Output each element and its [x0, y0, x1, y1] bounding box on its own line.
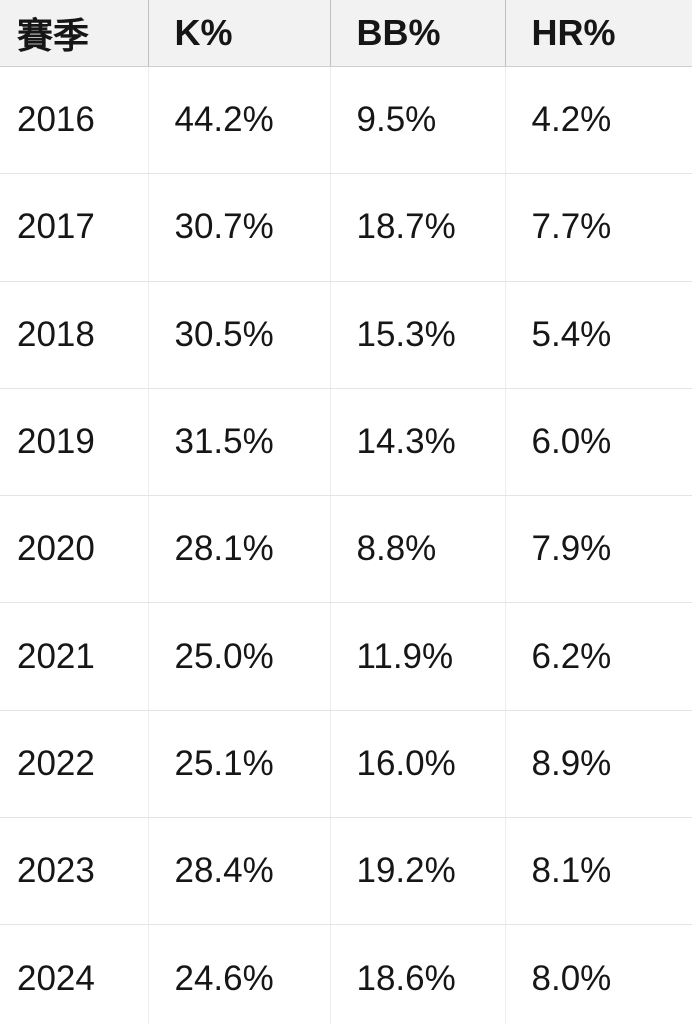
bb-pct-cell: 16.0% — [330, 710, 506, 819]
table-row: 2016 44.2% 9.5% 4.2% — [0, 66, 692, 175]
bb-pct-cell: 9.5% — [330, 66, 506, 175]
hr-pct-cell: 5.4% — [505, 281, 692, 389]
hr-pct-cell: 6.2% — [505, 602, 692, 711]
column-header-season: 賽季 — [0, 0, 149, 67]
column-header-bb-pct: BB% — [330, 0, 506, 67]
k-pct-cell: 30.7% — [148, 173, 331, 282]
table-row: 2022 25.1% 16.0% 8.9% — [0, 710, 692, 819]
k-pct-cell: 30.5% — [148, 281, 331, 389]
season-cell: 2018 — [0, 281, 149, 389]
table-body: 2016 44.2% 9.5% 4.2% 2017 30.7% 18.7% 7.… — [0, 66, 692, 1024]
season-cell: 2023 — [0, 817, 149, 926]
season-cell: 2016 — [0, 66, 149, 175]
k-pct-cell: 25.0% — [148, 602, 331, 711]
hr-pct-cell: 8.9% — [505, 710, 692, 819]
season-cell: 2019 — [0, 388, 149, 497]
k-pct-cell: 44.2% — [148, 66, 331, 175]
table-row: 2024 24.6% 18.6% 8.0% — [0, 924, 692, 1024]
bb-pct-cell: 11.9% — [330, 602, 506, 711]
bb-pct-cell: 19.2% — [330, 817, 506, 926]
hr-pct-cell: 7.7% — [505, 173, 692, 282]
table-row: 2017 30.7% 18.7% 7.7% — [0, 173, 692, 282]
bb-pct-cell: 14.3% — [330, 388, 506, 497]
hr-pct-cell: 6.0% — [505, 388, 692, 497]
bb-pct-cell: 18.7% — [330, 173, 506, 282]
column-header-hr-pct: HR% — [505, 0, 692, 67]
hr-pct-cell: 8.0% — [531, 958, 612, 998]
season-cell: 2017 — [0, 173, 149, 282]
header-row: 賽季 K% BB% HR% — [0, 0, 692, 67]
bb-pct-cell: 15.3% — [330, 281, 506, 389]
k-pct-cell: 28.4% — [148, 817, 331, 926]
hr-pct-cell: 8.1% — [505, 817, 692, 926]
table-row: 2020 28.1% 8.8% 7.9% — [0, 495, 692, 604]
k-pct-cell: 31.5% — [148, 388, 331, 497]
k-pct-cell: 25.1% — [148, 710, 331, 819]
hr-pct-cell: 4.2% — [505, 66, 692, 175]
season-cell: 2021 — [0, 602, 149, 711]
table-header: 賽季 K% BB% HR% — [0, 0, 692, 67]
table-row: 2021 25.0% 11.9% 6.2% — [0, 602, 692, 711]
k-pct-cell: 28.1% — [148, 495, 331, 604]
season-cell: 2020 — [0, 495, 149, 604]
table-row: 2019 31.5% 14.3% 6.0% — [0, 388, 692, 497]
k-pct-cell: 24.6% — [148, 924, 331, 1024]
column-header-k-pct: K% — [148, 0, 331, 67]
season-cell: 2022 — [0, 710, 149, 819]
hr-pct-cell: 7.9% — [505, 495, 692, 604]
bb-pct-cell: 8.8% — [330, 495, 506, 604]
table-row: 2018 30.5% 15.3% 5.4% — [0, 281, 692, 389]
bb-pct-cell: 18.6% — [330, 924, 506, 1024]
table-row: 2023 28.4% 19.2% 8.1% — [0, 817, 692, 926]
season-cell: 2024 — [0, 924, 149, 1024]
